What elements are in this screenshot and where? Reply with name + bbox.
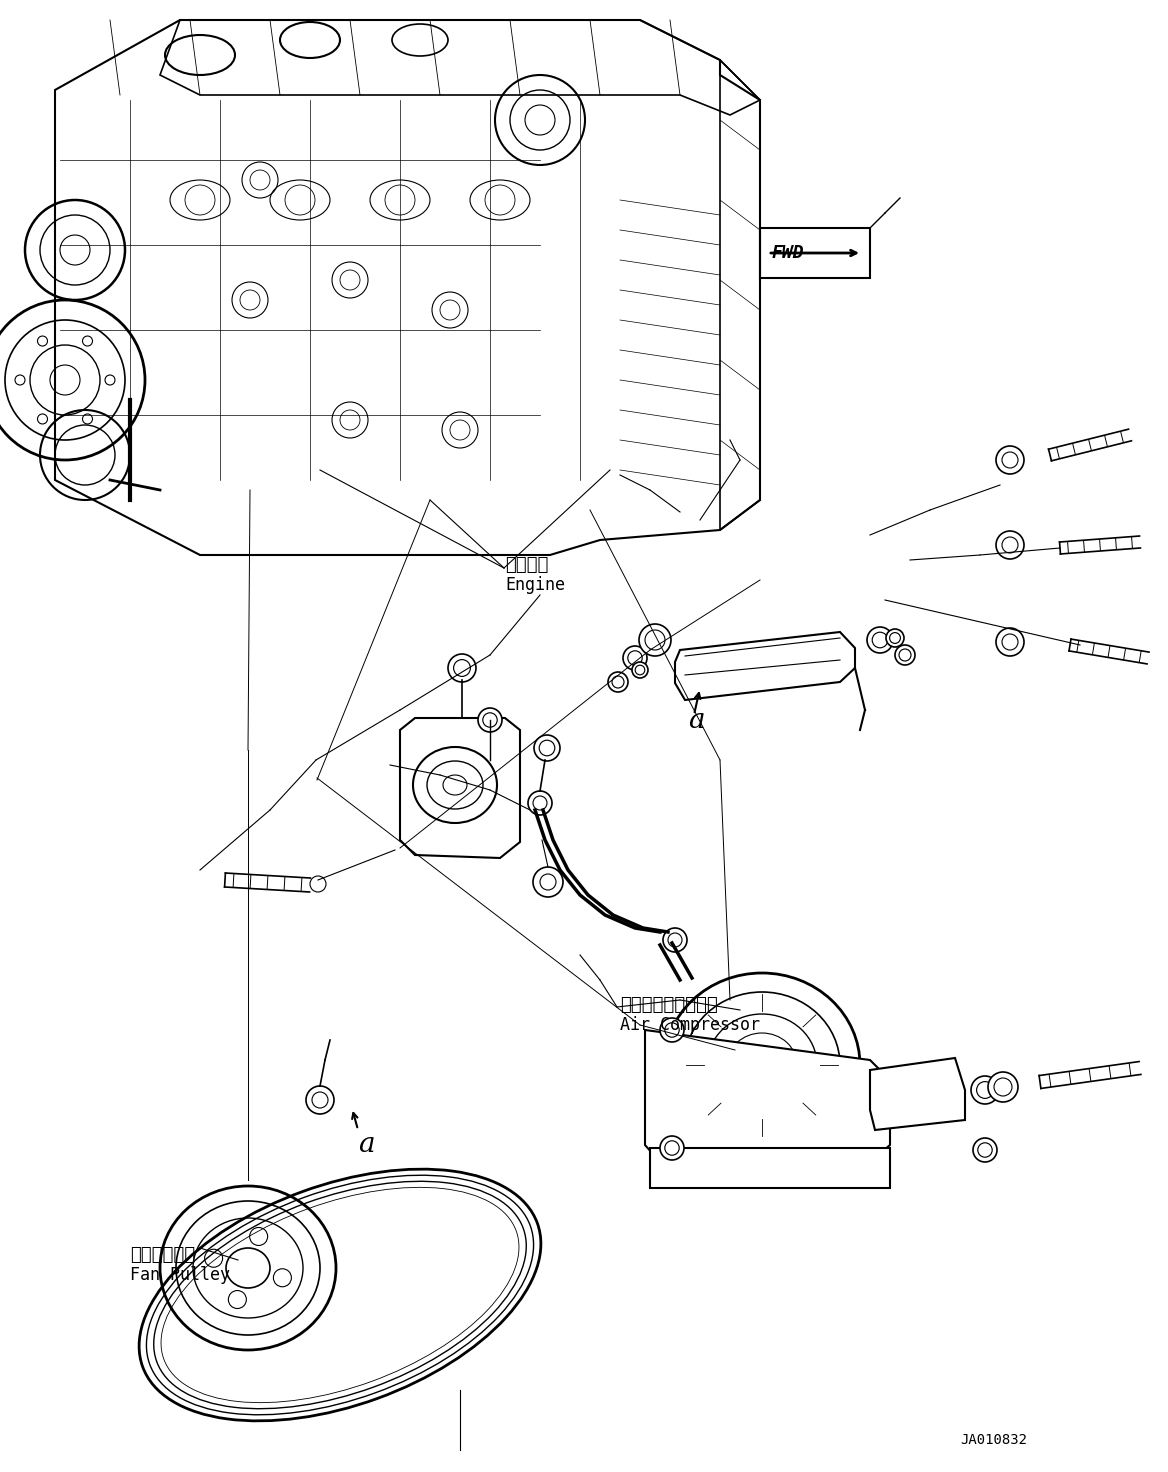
Text: FWD: FWD [772,244,805,262]
Text: Air Compressor: Air Compressor [620,1016,760,1033]
Text: JA010832: JA010832 [960,1434,1027,1447]
Polygon shape [870,1058,965,1130]
Circle shape [660,1136,684,1160]
Circle shape [988,1072,1018,1103]
Polygon shape [645,1030,890,1161]
Circle shape [973,1138,997,1161]
Polygon shape [651,1148,890,1188]
Circle shape [534,735,559,761]
Text: a: a [688,707,704,733]
Circle shape [867,627,894,654]
Circle shape [306,1086,334,1114]
Ellipse shape [146,1175,534,1415]
Text: Fan Pulley: Fan Pulley [130,1266,230,1284]
Circle shape [971,1076,999,1104]
Circle shape [528,790,552,815]
Circle shape [887,629,904,648]
Circle shape [996,531,1024,559]
Circle shape [533,867,563,896]
Text: ファンプーリ: ファンプーリ [130,1245,195,1264]
Text: エンジン: エンジン [505,556,549,574]
Bar [760,228,870,278]
Polygon shape [675,631,855,701]
Text: Engine: Engine [505,576,565,595]
Circle shape [996,629,1024,657]
Circle shape [449,654,477,682]
Polygon shape [399,718,520,858]
Text: エアーコンプレッサ: エアーコンプレッサ [620,997,718,1014]
Circle shape [623,646,647,670]
Circle shape [895,645,915,665]
Circle shape [660,1019,684,1042]
Text: a: a [359,1132,375,1158]
Circle shape [632,662,648,679]
Circle shape [310,876,326,892]
Circle shape [478,708,502,732]
Circle shape [996,446,1024,474]
Circle shape [639,624,670,657]
Circle shape [609,673,628,692]
Circle shape [663,927,687,952]
